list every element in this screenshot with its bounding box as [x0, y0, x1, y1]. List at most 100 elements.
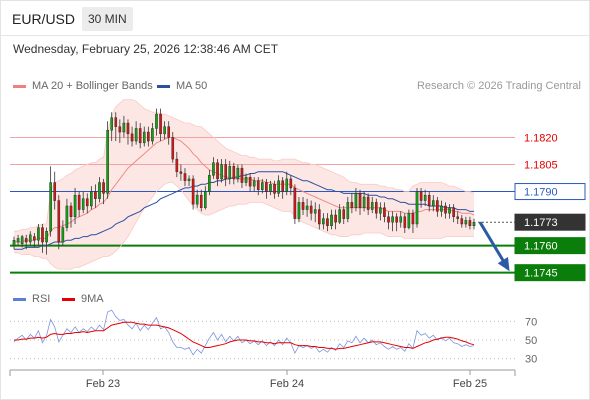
candle-body-15 [73, 194, 77, 217]
candle-body-16 [77, 194, 81, 210]
candle-body-8 [45, 231, 48, 243]
candle-body-71 [301, 202, 305, 210]
candle-body-104 [436, 200, 439, 212]
level-label-1.1820: 1.1820 [524, 132, 558, 144]
level-box-1.1773 [514, 213, 586, 231]
candle-body-106 [444, 205, 447, 214]
forecast-arrow-head [497, 257, 510, 272]
candle-body-43 [187, 178, 191, 181]
candle-body-7 [41, 227, 44, 243]
candle-body-25 [114, 117, 118, 127]
candle-body-54 [232, 166, 236, 180]
level-label-1.1805: 1.1805 [524, 160, 558, 172]
candle-body-112 [468, 220, 472, 227]
candle-body-53 [228, 166, 232, 180]
candle-body-28 [126, 122, 130, 135]
candle-body-57 [244, 176, 248, 183]
candle-body-76 [322, 218, 325, 225]
candle-body-110 [460, 218, 464, 225]
rsi-ma9-line [14, 321, 475, 350]
candle-body-78 [330, 214, 333, 227]
candle-body-32 [142, 131, 146, 144]
candle-body-24 [110, 117, 113, 131]
candle-body-77 [326, 218, 329, 227]
candle-body-41 [179, 171, 183, 174]
candle-body-12 [61, 227, 65, 243]
level-label-1.1745: 1.1745 [524, 268, 558, 280]
x-tick-label-2: Feb 25 [453, 378, 487, 390]
timeframe-badge[interactable]: 30 MIN [82, 7, 133, 31]
candle-body-18 [85, 198, 89, 207]
candle-body-66 [281, 180, 284, 192]
x-tick-label-0: Feb 23 [86, 378, 120, 390]
candle-body-13 [65, 205, 69, 228]
candle-body-2 [20, 236, 24, 245]
candle-body-52 [224, 164, 227, 180]
candle-body-44 [191, 178, 195, 205]
candle-body-101 [423, 194, 427, 201]
candle-body-21 [98, 182, 101, 199]
candle-body-4 [28, 234, 32, 243]
candle-body-79 [334, 214, 337, 223]
legend-ma50: MA 50 [157, 80, 207, 92]
candle-body-102 [427, 194, 431, 207]
candle-body-62 [265, 182, 268, 192]
candle-body-97 [407, 212, 411, 228]
candle-body-99 [415, 191, 419, 225]
candle-body-69 [293, 187, 297, 219]
candle-body-100 [419, 191, 423, 201]
candle-body-68 [289, 178, 293, 189]
candle-body-86 [362, 196, 366, 208]
candle-body-95 [399, 216, 403, 223]
candle-body-20 [94, 191, 97, 199]
candle-body-98 [411, 212, 415, 225]
candle-body-26 [118, 126, 122, 133]
candle-body-55 [236, 167, 240, 180]
candle-body-84 [354, 193, 358, 208]
candle-body-51 [220, 164, 223, 180]
candle-body-83 [350, 202, 354, 208]
candle-body-49 [212, 162, 215, 176]
ma50-line [14, 171, 474, 250]
candle-body-23 [106, 130, 109, 194]
candle-body-37 [163, 126, 166, 135]
candle-body-42 [183, 173, 187, 181]
candle-body-31 [138, 128, 142, 144]
candle-body-35 [155, 113, 158, 129]
candle-body-1 [16, 238, 20, 243]
rsi-line [13, 309, 475, 356]
rsi-tick-70: 70 [525, 316, 537, 328]
candle-body-91 [383, 207, 386, 217]
candle-body-29 [130, 133, 134, 142]
level-label-1.1773: 1.1773 [524, 217, 558, 229]
legend-ma20-label: MA 20 + Bollinger Bands [32, 80, 153, 92]
candle-body-11 [57, 200, 61, 243]
level-box-1.1760 [514, 237, 586, 255]
candle-body-63 [269, 184, 272, 192]
candle-body-73 [309, 205, 313, 214]
candle-body-109 [456, 216, 460, 219]
candle-body-38 [167, 126, 170, 138]
credit-text: Research © 2026 Trading Central [416, 80, 581, 92]
candle-body-90 [379, 207, 382, 214]
candle-body-82 [346, 202, 350, 219]
rsi-swatch [13, 297, 26, 301]
candle-body-74 [313, 209, 317, 214]
level-box-1.1790 [514, 183, 586, 201]
candle-body-92 [387, 216, 390, 223]
candle-body-10 [53, 182, 57, 201]
candle-body-107 [448, 207, 451, 214]
legend-rsi: RSI [13, 293, 50, 305]
candle-body-0 [12, 240, 16, 246]
candle-body-39 [171, 137, 175, 160]
candle-body-46 [199, 194, 203, 208]
candle-body-17 [81, 198, 85, 210]
rsi-tick-30: 30 [525, 354, 537, 366]
candle-body-67 [285, 178, 289, 192]
header-divider [0, 35, 590, 36]
candle-body-89 [375, 202, 378, 214]
candle-body-5 [33, 236, 36, 241]
bollinger-lower [14, 182, 474, 270]
candle-body-45 [195, 194, 199, 205]
